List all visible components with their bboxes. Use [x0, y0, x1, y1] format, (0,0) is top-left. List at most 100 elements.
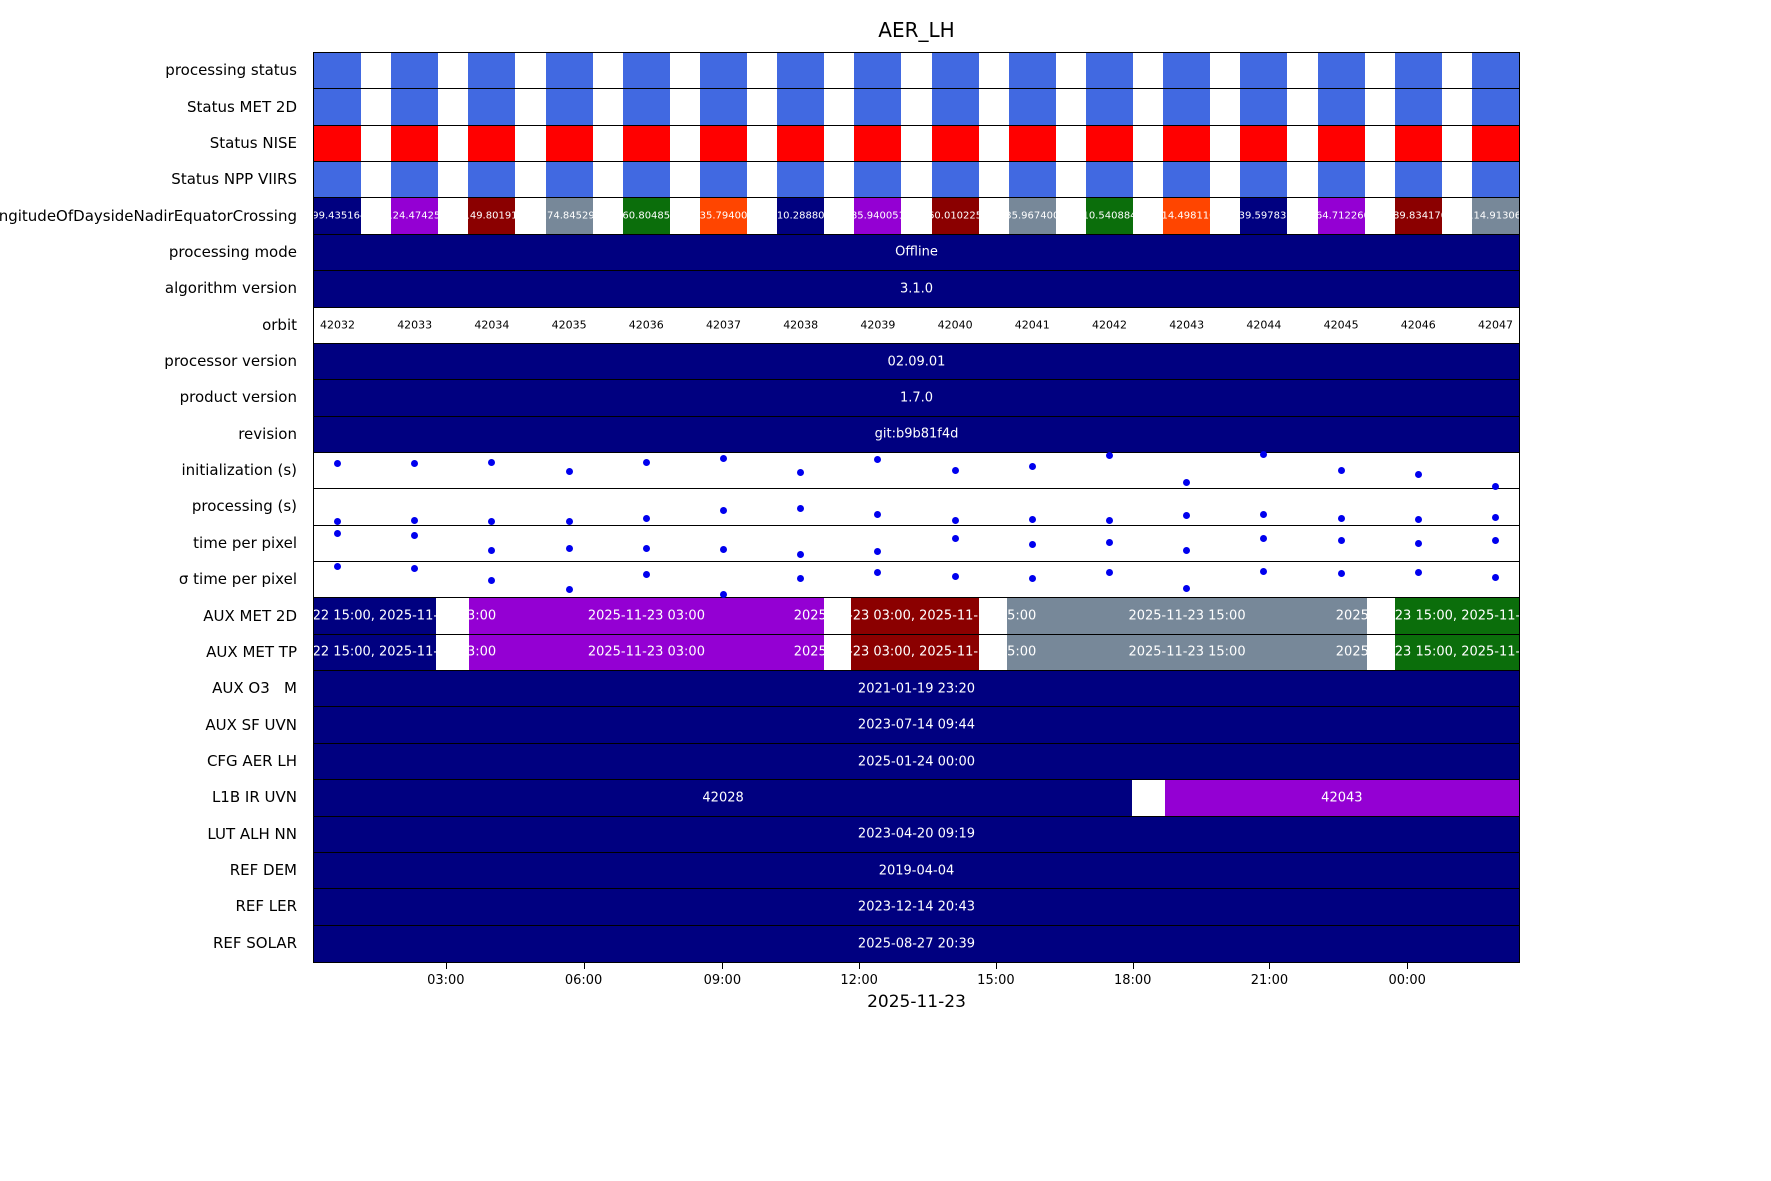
row-label-l1b-ir-uvn: L1B IR UVN: [0, 779, 305, 815]
scatter-point: [874, 456, 882, 464]
status-block: [468, 125, 516, 162]
row-label-text: AUX SF UVN: [205, 715, 297, 734]
status-block: [931, 89, 979, 125]
longitude-value: -14.498110: [1157, 210, 1216, 222]
scatter-point: [565, 545, 573, 553]
granule-block: [700, 198, 747, 234]
row-aux-o3-m: 2021-01-19 23:20: [314, 671, 1519, 708]
scatter-point: [411, 516, 419, 524]
segment-label: 2025-11-23 03:00: [587, 644, 705, 660]
bar-value: 2023-07-14 09:44: [857, 717, 976, 733]
x-tick-label: 09:00: [703, 973, 742, 988]
status-block: [931, 162, 979, 198]
scatter-point: [797, 574, 805, 582]
row-label-text: processing status: [165, 61, 297, 80]
scatter-point: [1337, 570, 1345, 578]
row-label-text: Status NISE: [209, 133, 297, 152]
scatter-point: [334, 459, 341, 467]
status-block: [391, 89, 439, 125]
value-bar: [314, 852, 1519, 889]
x-tick-mark: [1132, 963, 1134, 969]
scatter-point: [951, 516, 959, 524]
granule-block: [545, 198, 593, 234]
granule-block: [1240, 198, 1288, 234]
scatter-point: [1183, 511, 1191, 519]
longitude-value: 135.794000: [693, 210, 754, 222]
longitude-value: -64.712260: [1312, 210, 1370, 222]
scatter-point: [1414, 568, 1422, 576]
granule-block: [1394, 198, 1442, 234]
scatter-point: [874, 510, 882, 518]
row-label-text: algorithm version: [164, 279, 297, 298]
scatter-point: [411, 531, 419, 539]
x-tick-label: 00:00: [1388, 973, 1426, 988]
timeline-segment: [851, 634, 979, 671]
status-block: [391, 125, 439, 162]
row-processor-version: 02.09.01: [314, 343, 1519, 381]
scatter-point: [1028, 515, 1036, 523]
status-block: [777, 162, 825, 198]
status-block: [314, 53, 361, 89]
row-label-aux-met-tp: AUX MET TP: [0, 634, 305, 670]
timeline-segment: [1395, 634, 1519, 671]
value-bar: [314, 416, 1519, 452]
longitude-value: -39.597830: [1235, 210, 1293, 222]
status-block: [545, 162, 593, 198]
value-bar: [314, 889, 1519, 925]
status-block: [1008, 162, 1056, 198]
row-label-text: longitudeOfDaysideNadirEquatorCrossing: [0, 206, 297, 225]
scatter-point: [1492, 573, 1499, 581]
scatter-point: [874, 547, 882, 555]
scatter-point: [334, 530, 341, 538]
scatter-point: [1106, 539, 1113, 547]
row-label-product-version: product version: [0, 379, 305, 415]
granule-block: [314, 198, 361, 234]
row-revision: git:b9b81f4d: [314, 416, 1519, 453]
scatter-point: [1183, 547, 1191, 555]
row-label-text: orbit: [262, 315, 297, 334]
timeline-segment: [314, 634, 436, 671]
scatter-point: [1106, 568, 1113, 576]
row-label-text: processing mode: [168, 242, 297, 261]
status-block: [622, 53, 670, 89]
value-bar: [314, 925, 1519, 962]
scatter-point: [797, 550, 805, 558]
row-label-text: Status MET 2D: [186, 97, 297, 116]
status-block: [314, 162, 361, 198]
row-label-text: AUX MET TP: [206, 642, 297, 661]
row-status-nise: [314, 125, 1519, 163]
x-axis-date-label: 2025-11-23: [867, 992, 966, 1012]
longitude-value: -89.834170: [1389, 210, 1448, 222]
bar-value: 3.1.0: [899, 281, 934, 297]
row-label-text: Status NPP VIIRS: [171, 170, 297, 189]
row-label-aux-sf-uvn: AUX SF UVN: [0, 706, 305, 742]
row-label-text: AUX MET 2D: [203, 606, 297, 625]
longitude-value: -124.474254: [382, 210, 447, 222]
status-block: [622, 125, 670, 162]
bar-value: 2019-04-04: [878, 863, 955, 879]
granule-block: [777, 198, 825, 234]
orbit-number: 42038: [783, 318, 819, 332]
granule-block: [1317, 198, 1365, 234]
status-block: [545, 125, 593, 162]
status-block: [1394, 53, 1442, 89]
bar-value: 2025-01-24 00:00: [857, 754, 976, 769]
row-label-text: processor version: [164, 352, 297, 371]
segment-label: 2025-11-23 15:00, 2025-11-24 03:00: [1335, 608, 1520, 624]
segment-label: 2025-11-22 15:00, 2025-11-23 03:00: [313, 644, 497, 660]
timeline-segment: [1006, 634, 1368, 671]
x-tick-mark: [1269, 963, 1271, 969]
timeline-segment: [314, 598, 436, 634]
scatter-point: [1028, 463, 1036, 471]
row-label-initialization-s: initialization (s): [0, 452, 305, 488]
value-bar: [314, 707, 1519, 743]
status-block: [391, 162, 439, 198]
status-block: [1394, 162, 1442, 198]
row-algorithm-version: 3.1.0: [314, 271, 1519, 308]
scatter-point: [797, 469, 805, 477]
row-label-text: revision: [238, 424, 297, 443]
timeline-segment: [468, 598, 825, 634]
scatter-point: [951, 572, 959, 580]
row-label-longitudeofdaysidenadirequatorcrossing: longitudeOfDaysideNadirEquatorCrossing: [0, 197, 305, 233]
